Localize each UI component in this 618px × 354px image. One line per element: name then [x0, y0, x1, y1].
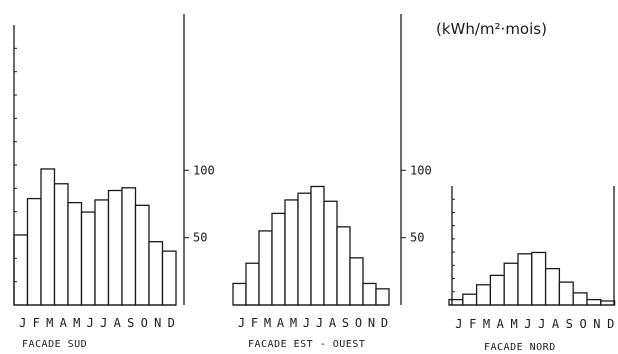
month-label-3: M [46, 316, 53, 330]
month-label-10: O [355, 316, 362, 330]
bar-N-11 [148, 241, 164, 306]
month-label-12: D [381, 316, 388, 330]
month-label-11: N [368, 316, 375, 330]
month-label-12: D [168, 316, 175, 330]
panel-title-est-ouest: FACADE EST - OUEST [248, 339, 365, 350]
month-label-1: J [19, 316, 26, 330]
month-label-7: J [100, 316, 107, 330]
month-label-4: A [497, 317, 505, 331]
bar-M-3 [475, 284, 492, 306]
bar-J-6 [297, 192, 312, 306]
y-tick-label-50: 50 [193, 231, 207, 245]
bar-A-8 [107, 189, 123, 306]
y-tick-label-100: 100 [193, 163, 215, 177]
bar-J-7 [531, 251, 547, 306]
month-label-2: F [251, 316, 258, 330]
month-label-5: M [73, 316, 80, 330]
unit-label: (kWh/m²·mois) [436, 20, 547, 38]
bar-S-9 [121, 187, 137, 306]
bar-J-1 [232, 282, 247, 306]
month-label-11: N [154, 316, 161, 330]
bar-M-3 [40, 168, 56, 306]
bar-D-12 [161, 250, 177, 306]
bar-O-10 [349, 257, 364, 306]
month-label-11: N [593, 317, 600, 331]
month-label-9: S [127, 316, 134, 330]
bar-J-7 [94, 199, 110, 306]
month-label-8: A [329, 316, 337, 330]
bar-N-11 [362, 282, 377, 306]
month-label-2: F [469, 317, 476, 331]
bar-A-8 [323, 200, 338, 306]
month-label-2: F [33, 316, 40, 330]
bar-O-10 [572, 292, 588, 306]
month-label-5: M [510, 317, 517, 331]
bar-J-1 [13, 234, 29, 306]
bar-J-6 [517, 253, 533, 306]
bar-S-9 [558, 281, 574, 306]
bar-J-1 [448, 298, 464, 306]
y-tick-label-50: 50 [410, 231, 424, 245]
panel-title-sud: FACADE SUD [22, 339, 87, 350]
month-label-4: A [60, 316, 68, 330]
month-label-6: J [524, 317, 531, 331]
bar-O-10 [134, 204, 150, 306]
bar-M-5 [503, 262, 519, 306]
bar-D-12 [375, 288, 390, 306]
month-label-10: O [579, 317, 586, 331]
bar-M-5 [284, 199, 299, 306]
month-label-4: A [277, 316, 285, 330]
bar-F-2 [462, 293, 478, 306]
bar-M-5 [67, 201, 83, 306]
month-label-1: J [455, 317, 462, 331]
month-label-8: A [114, 316, 122, 330]
panel-title-nord: FACADE NORD [484, 342, 556, 353]
month-label-6: J [303, 316, 310, 330]
month-label-5: M [290, 316, 297, 330]
bar-F-2 [245, 262, 260, 306]
bar-M-3 [258, 230, 273, 306]
month-label-1: J [238, 316, 245, 330]
bar-N-11 [586, 298, 602, 306]
month-label-12: D [607, 317, 614, 331]
bar-J-7 [310, 185, 325, 306]
month-label-8: A [552, 317, 560, 331]
bar-A-4 [271, 212, 286, 306]
bar-A-4 [53, 183, 69, 306]
bar-A-4 [489, 274, 505, 306]
month-label-3: M [483, 317, 490, 331]
month-label-6: J [87, 316, 94, 330]
month-label-7: J [316, 316, 323, 330]
bar-S-9 [336, 226, 351, 306]
month-label-9: S [342, 316, 349, 330]
bar-F-2 [26, 197, 42, 306]
month-label-3: M [264, 316, 271, 330]
bar-J-6 [80, 211, 96, 306]
bar-A-8 [544, 267, 561, 306]
y-tick-label-100: 100 [410, 163, 432, 177]
month-label-10: O [141, 316, 148, 330]
month-label-7: J [538, 317, 545, 331]
month-label-9: S [566, 317, 573, 331]
